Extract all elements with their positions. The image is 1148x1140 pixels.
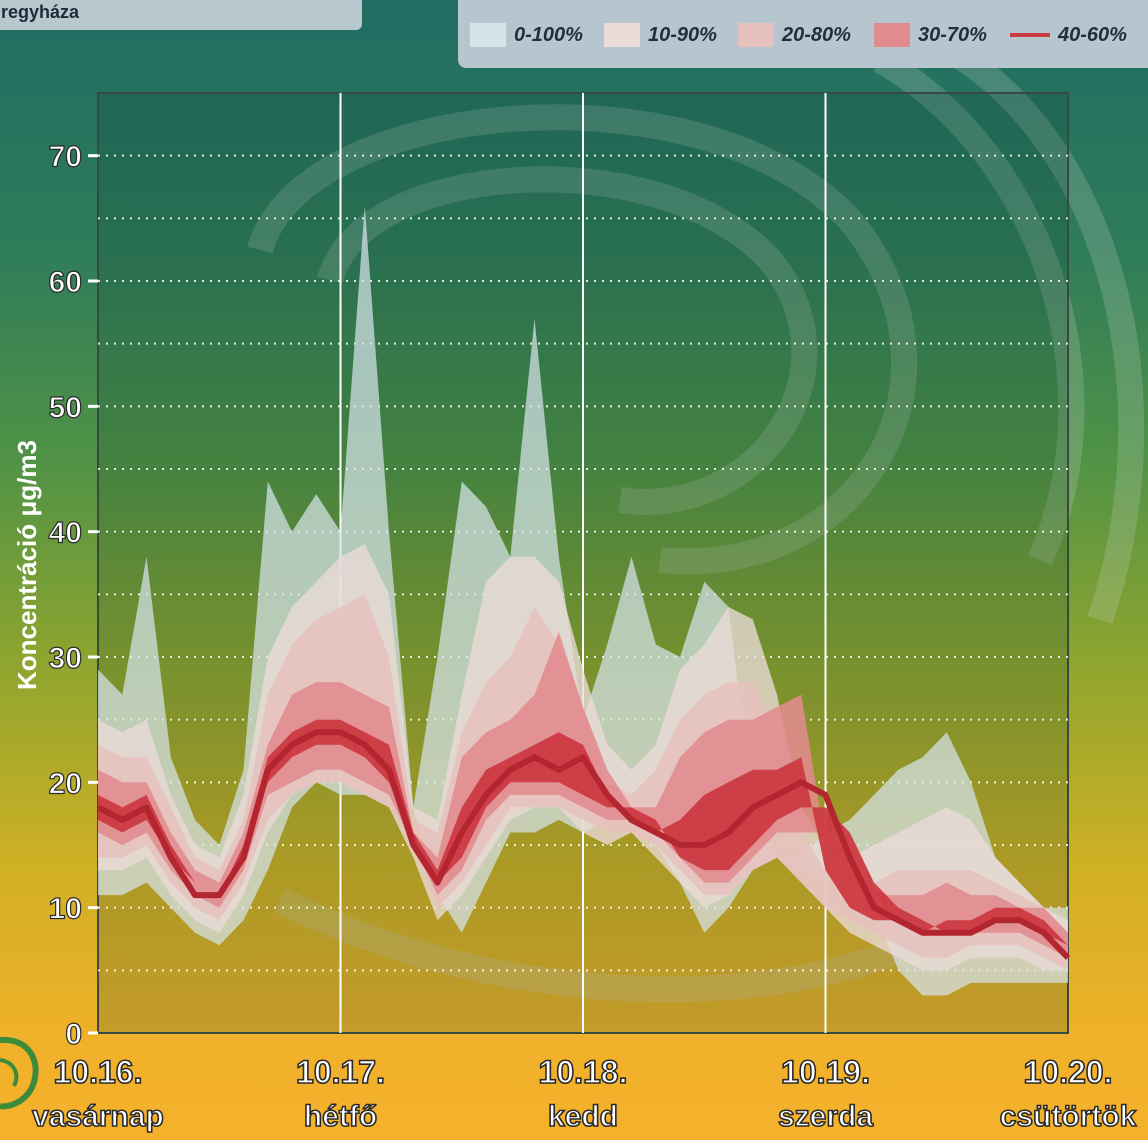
x-tick-date: 10.16.	[54, 1054, 143, 1090]
legend-swatch	[1010, 33, 1050, 37]
legend: 0-100% 10-90% 20-80% 30-70% 40-60%	[458, 0, 1148, 68]
y-tick-label: 20	[49, 767, 82, 800]
legend-swatch	[604, 23, 640, 47]
x-tick-day: vasárnap	[32, 1100, 164, 1133]
legend-label: 30-70%	[918, 23, 987, 46]
legend-swatch	[874, 23, 910, 47]
decorative-swirl	[247, 28, 1145, 1003]
x-tick-date: 10.20.	[1024, 1054, 1113, 1090]
y-tick-label: 0	[65, 1018, 82, 1051]
legend-swatch	[470, 23, 506, 47]
y-tick-label: 70	[49, 141, 82, 174]
y-tick-label: 10	[49, 893, 82, 926]
legend-label: 10-90%	[648, 23, 717, 46]
x-tick-date: 10.18.	[539, 1054, 628, 1090]
legend-item: 40-60%	[1010, 20, 1127, 50]
legend-item: 10-90%	[604, 20, 717, 50]
y-tick-label: 30	[49, 642, 82, 675]
legend-swatch	[738, 23, 774, 47]
median-line	[96, 729, 1071, 960]
x-tick-day: hétfő	[304, 1100, 377, 1133]
location-title-box: iregyháza	[0, 0, 362, 30]
legend-item: 20-80%	[738, 20, 851, 50]
legend-label: 40-60%	[1058, 23, 1127, 46]
x-tick-day: kedd	[548, 1100, 618, 1133]
location-title: iregyháza	[0, 2, 80, 22]
x-tick-date: 10.19.	[781, 1054, 870, 1090]
legend-item: 30-70%	[874, 20, 987, 50]
y-tick-label: 40	[49, 517, 82, 550]
legend-item: 0-100%	[470, 20, 583, 50]
axes: 0 10 20 30 40 50 60 70 10.16. vasárnap 10.17. hétfő…	[31, 140, 1137, 1134]
band-40-60%	[98, 719, 1068, 946]
percentile-bands	[96, 205, 1071, 996]
legend-label: 20-80%	[782, 23, 851, 46]
x-tick-day: szerda	[778, 1100, 873, 1133]
x-tick-date: 10.17.	[296, 1054, 385, 1090]
leaf-logo-icon	[0, 1036, 39, 1110]
y-axis-label: Koncentráció μg/m3	[12, 440, 42, 690]
y-tick-label: 60	[49, 266, 82, 299]
legend-label: 0-100%	[514, 23, 583, 46]
y-tick-label: 50	[49, 391, 82, 424]
x-tick-day: csütörtök	[1000, 1100, 1137, 1133]
